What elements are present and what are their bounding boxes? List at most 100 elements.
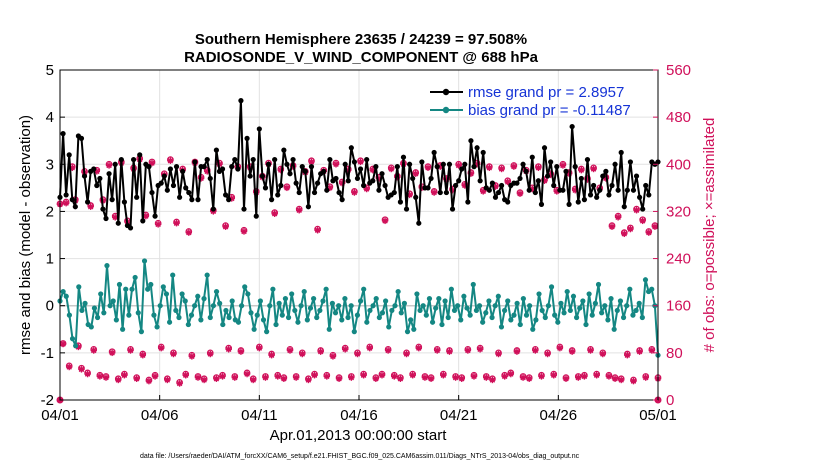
bias-point xyxy=(489,314,495,321)
asterisk-stroke xyxy=(477,346,483,353)
rmse-point xyxy=(321,168,327,174)
asterisk-stroke xyxy=(458,376,465,382)
bias-point xyxy=(595,281,602,288)
bias-point xyxy=(342,296,348,302)
obs-assimilated-point xyxy=(575,374,582,381)
bias-point xyxy=(548,284,555,290)
bias-point xyxy=(483,310,489,316)
bias-point xyxy=(451,307,458,314)
rmse-point xyxy=(587,192,594,198)
bias-point xyxy=(251,326,257,332)
bias-point xyxy=(439,321,445,328)
bias-point xyxy=(464,305,470,311)
obs-assimilated-point xyxy=(501,373,508,380)
bias-point xyxy=(135,310,141,316)
rmse-point xyxy=(127,225,134,231)
bias-point xyxy=(60,288,66,295)
bias-point xyxy=(141,258,148,264)
rmse-point xyxy=(575,199,581,205)
asterisk-stroke xyxy=(186,229,192,236)
rmse-point xyxy=(115,220,121,226)
bias-point xyxy=(298,303,304,309)
asterisk-stroke xyxy=(351,189,358,196)
rmse-point xyxy=(361,182,367,189)
bias-point xyxy=(339,317,345,323)
bias-point xyxy=(116,281,123,288)
obs-assimilated-point xyxy=(648,347,656,354)
y-tick-label-4: 2 xyxy=(46,203,54,220)
obs-assimilated-point xyxy=(274,373,281,380)
x-tick-label-3: 04/16 xyxy=(340,407,378,424)
asterisk-stroke xyxy=(498,166,505,172)
rmse-point xyxy=(486,187,492,193)
rmse-point xyxy=(480,149,486,156)
obs-assimilated-point xyxy=(434,347,441,354)
rmse-point xyxy=(489,180,495,186)
bias-point xyxy=(301,288,307,295)
asterisk-stroke xyxy=(170,351,177,357)
rmse-point xyxy=(299,164,305,170)
bias-point xyxy=(530,326,536,332)
obs-assimilated-point xyxy=(292,374,300,381)
rmse-point xyxy=(621,204,627,210)
bias-point xyxy=(229,298,235,304)
rmse-point xyxy=(161,173,167,179)
asterisk-stroke xyxy=(538,373,545,380)
bias-point xyxy=(627,286,633,292)
asterisk-stroke xyxy=(189,353,195,360)
bias-point xyxy=(408,317,414,323)
asterisk-stroke xyxy=(428,376,434,382)
asterisk-stroke xyxy=(517,191,523,197)
obs-assimilated-point xyxy=(164,376,171,384)
bias-point xyxy=(458,317,464,323)
y-tick-label-0: -2 xyxy=(41,392,54,409)
bias-point xyxy=(501,307,508,314)
asterisk-stroke xyxy=(627,226,634,232)
asterisk-stroke xyxy=(354,351,361,357)
asterisk-stroke xyxy=(317,348,324,355)
bias-point xyxy=(495,293,501,299)
obs-assimilated-point xyxy=(430,189,438,196)
asterisk-stroke xyxy=(84,371,91,377)
legend-bias-label: bias grand pr = -0.11487 xyxy=(468,102,631,119)
rmse-point xyxy=(410,175,416,182)
bias-point xyxy=(282,296,289,302)
rmse-point xyxy=(91,166,97,172)
bias-point xyxy=(145,286,151,292)
asterisk-stroke xyxy=(75,344,82,350)
asterisk-stroke xyxy=(511,163,517,170)
bias-point xyxy=(373,296,379,302)
obs-assimilated-point xyxy=(335,375,343,382)
rmse-point xyxy=(164,187,170,193)
obs-assimilated-point xyxy=(207,350,214,358)
asterisk-stroke xyxy=(504,179,511,185)
obs-assimilated-point xyxy=(391,373,398,380)
rmse-point xyxy=(103,215,109,222)
obs-assimilated-point xyxy=(329,353,337,360)
rmse-point xyxy=(529,154,535,160)
rmse-point xyxy=(348,145,354,151)
asterisk-stroke xyxy=(127,347,134,354)
legend-rmse-label: rmse grand pr = 2.8957 xyxy=(468,84,624,101)
bias-point xyxy=(238,303,245,309)
bias-point xyxy=(198,317,204,323)
bias-point xyxy=(564,288,570,295)
asterisk-stroke xyxy=(483,374,490,381)
bias-point xyxy=(508,317,514,323)
asterisk-stroke xyxy=(195,374,201,381)
obs-assimilated-point xyxy=(611,375,619,382)
asterisk-stroke xyxy=(633,207,640,213)
rmse-point xyxy=(253,213,259,219)
bias-point xyxy=(423,312,429,318)
obs-assimilated-point xyxy=(578,166,585,174)
bias-point xyxy=(188,312,195,318)
rmse-point xyxy=(351,159,357,165)
bias-point xyxy=(486,298,492,304)
bias-point xyxy=(323,286,329,292)
obs-assimilated-point xyxy=(489,376,496,384)
obs-assimilated-point xyxy=(388,165,395,173)
bias-point xyxy=(176,314,182,321)
bias-point xyxy=(326,326,332,332)
rmse-point xyxy=(85,199,91,205)
asterisk-stroke xyxy=(256,345,263,351)
